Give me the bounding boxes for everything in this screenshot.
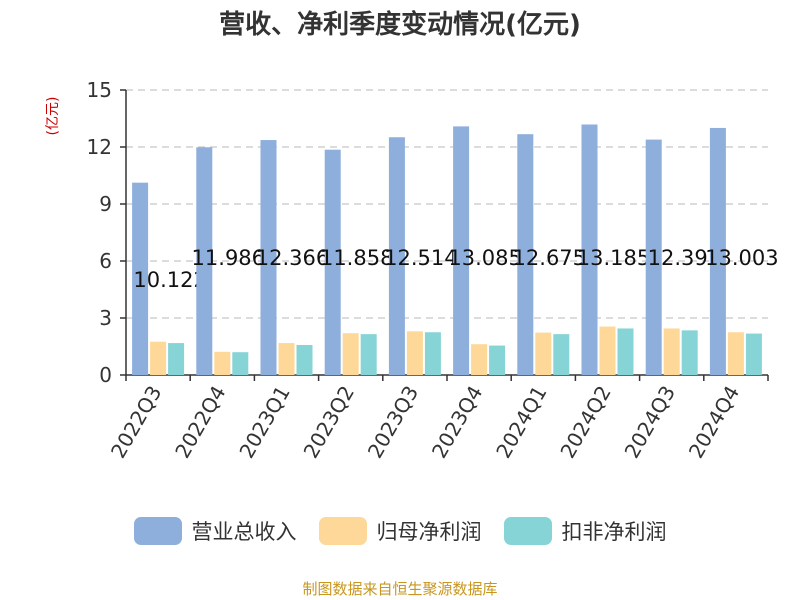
bar-1 (453, 126, 470, 375)
x-tick-label: 2024Q1 (491, 382, 551, 463)
bar-3 (617, 328, 634, 375)
legend-label: 扣非净利润 (561, 520, 667, 544)
bar-3 (745, 333, 762, 375)
bar-2 (599, 326, 616, 375)
legend-label: 营业总收入 (191, 520, 297, 544)
legend: 营业总收入 归母净利润 扣非净利润 (0, 516, 800, 546)
bar-1 (324, 149, 341, 375)
y-tick-label: 0 (99, 363, 112, 387)
data-label: 11.858 (320, 246, 393, 270)
data-label: 13.003 (705, 246, 778, 270)
data-label: 13.085 (448, 246, 521, 270)
bar-1 (581, 124, 598, 375)
legend-swatch (133, 517, 182, 545)
legend-item[interactable]: 营业总收入 (133, 516, 297, 546)
x-tick-label: 2024Q2 (555, 382, 615, 463)
x-tick-label: 2023Q3 (363, 382, 423, 463)
legend-label: 归母净利润 (376, 520, 482, 544)
bar-2 (214, 351, 231, 375)
x-tick-label: 2024Q3 (620, 382, 680, 463)
data-label: 11.986 (192, 246, 265, 270)
bar-1 (517, 134, 534, 375)
x-tick-label: 2024Q4 (684, 382, 744, 463)
y-tick-label: 9 (99, 192, 112, 216)
bar-1 (196, 147, 213, 375)
data-label: 10.122 (133, 268, 206, 292)
bar-1 (645, 139, 662, 375)
y-tick-label: 15 (87, 78, 112, 102)
data-label: 12.366 (256, 246, 329, 270)
bar-3 (553, 334, 570, 375)
x-tick-label: 2023Q4 (427, 381, 487, 462)
bar-3 (424, 332, 441, 375)
bar-3 (168, 343, 185, 375)
bar-1 (132, 182, 149, 375)
x-tick-label: 2022Q4 (170, 382, 230, 463)
bar-1 (388, 137, 405, 375)
bar-3 (360, 334, 377, 375)
y-tick-label: 3 (99, 306, 112, 330)
x-tick-label: 2023Q1 (234, 382, 294, 463)
bar-3 (489, 345, 506, 375)
data-label: 12.514 (384, 246, 457, 270)
legend-item[interactable]: 归母净利润 (318, 516, 482, 546)
bar-2 (727, 332, 744, 375)
data-label: 12.39 (648, 246, 708, 270)
legend-item[interactable]: 扣非净利润 (503, 516, 667, 546)
bar-2 (471, 344, 488, 375)
bar-3 (681, 330, 698, 375)
bar-2 (406, 331, 423, 375)
source-note: 制图数据来自恒生聚源数据库 (302, 580, 498, 598)
bar-1 (709, 127, 726, 376)
legend-swatch (503, 517, 552, 545)
bar-3 (296, 344, 313, 375)
data-label: 12.675 (513, 246, 586, 270)
chart-title: 营收、净利季度变动情况(亿元) (219, 10, 581, 40)
x-tick-label: 2023Q2 (299, 382, 359, 463)
bar-2 (150, 341, 167, 375)
legend-swatch (318, 517, 367, 545)
bar-1 (260, 140, 277, 375)
bar-2 (535, 332, 552, 375)
bar-3 (232, 352, 249, 375)
bar-2 (342, 333, 359, 375)
y-tick-label: 6 (99, 249, 112, 273)
bar-2 (663, 328, 680, 375)
x-tick-label: 2022Q3 (106, 382, 166, 463)
bar-2 (278, 343, 295, 375)
y-tick-label: 12 (87, 135, 112, 159)
data-label: 13.185 (577, 246, 650, 270)
